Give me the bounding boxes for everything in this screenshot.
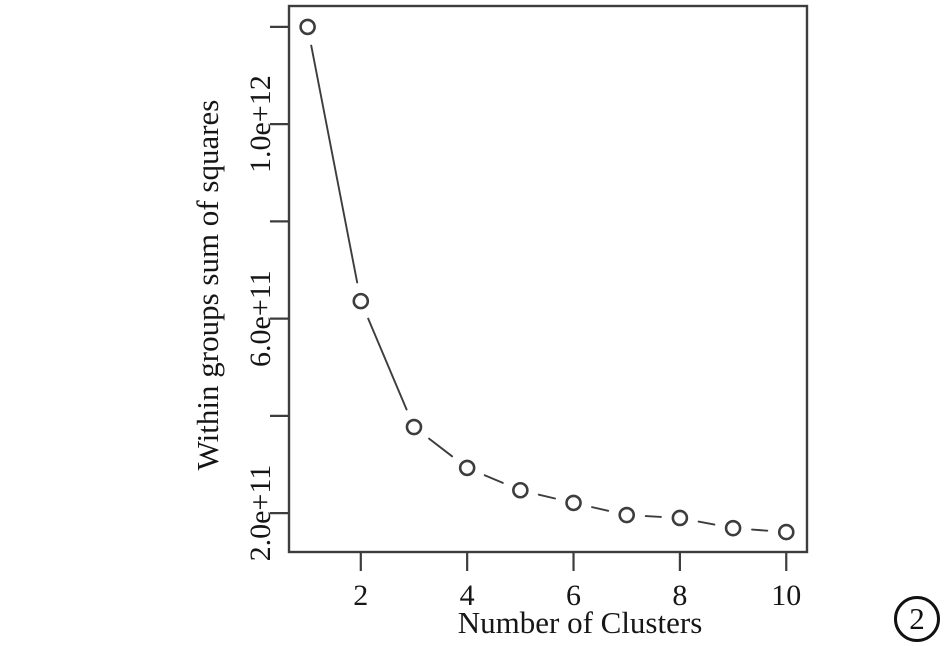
data-point-marker: [671, 509, 689, 527]
data-point-marker: [352, 292, 370, 310]
x-tick-label: 10: [771, 579, 801, 612]
figure-number-badge: 2: [894, 596, 940, 642]
x-tick-label: 2: [353, 579, 368, 612]
series-segment: [367, 317, 408, 411]
data-point-marker: [458, 459, 476, 477]
x-tick-label: 4: [460, 579, 475, 612]
series-segment: [591, 506, 610, 512]
figure-number-label: 2: [909, 601, 925, 636]
data-point-marker: [405, 418, 423, 436]
data-point-marker: [565, 494, 582, 512]
y-tick-label: 6.0e+11: [244, 270, 277, 367]
series-segment: [428, 437, 454, 458]
x-tick-label: 6: [566, 579, 581, 612]
plot-box: [287, 4, 809, 554]
data-point-marker: [299, 18, 316, 36]
data-point-marker: [777, 523, 795, 541]
y-tick-label: 1.0e+12: [244, 75, 277, 173]
x-axis-title: Number of Clusters: [458, 605, 703, 640]
series-segment: [644, 515, 662, 518]
series-segment: [697, 520, 716, 526]
series-segment: [483, 474, 504, 484]
series-segment: [537, 493, 556, 500]
series-segment: [310, 44, 359, 284]
data-point-marker: [724, 519, 742, 537]
data-point-marker: [512, 481, 529, 499]
y-axis-title: Within groups sum of squares: [190, 100, 225, 471]
series-segment: [751, 528, 769, 532]
x-tick-label: 8: [672, 579, 687, 612]
data-point-marker: [618, 506, 636, 524]
y-tick-label: 2.0e+11: [244, 465, 277, 562]
